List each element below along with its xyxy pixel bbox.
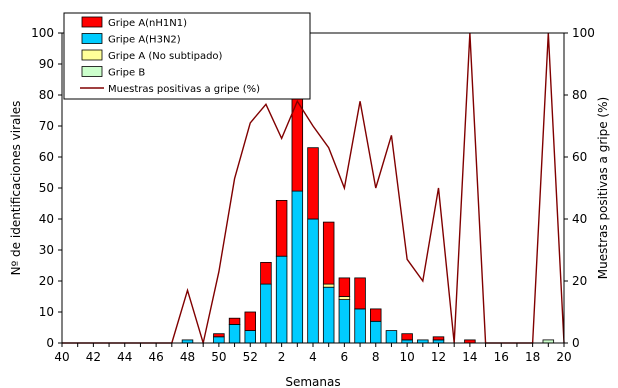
legend-label: Muestras positivas a gripe (%)	[108, 84, 260, 95]
bar	[370, 320, 382, 344]
x-tick-label: 52	[243, 350, 258, 364]
x-tick-label: 42	[86, 350, 101, 364]
y-tick-label: 100	[31, 26, 54, 40]
legend-label: Gripe A (No subtipado)	[108, 51, 223, 62]
x-tick-label: 4	[309, 350, 317, 364]
bar	[338, 299, 351, 344]
legend-swatch	[81, 16, 103, 28]
x-tick-label: 2	[278, 350, 286, 364]
y-axis-title: Nº de identificaciones virales	[9, 101, 23, 276]
bar	[260, 261, 272, 285]
y-tick-label: 30	[39, 243, 54, 257]
x-tick-label: 14	[462, 350, 477, 364]
y2-tick-label: 60	[572, 150, 587, 164]
x-tick-label: 48	[180, 350, 195, 364]
legend-swatch	[81, 33, 103, 44]
y-tick-label: 80	[39, 88, 54, 102]
legend-label: Gripe B	[108, 68, 145, 79]
y-tick-label: 0	[46, 336, 54, 350]
bar	[307, 218, 319, 344]
y2-tick-label: 0	[572, 336, 580, 350]
bar	[228, 323, 241, 344]
legend: Gripe A(nH1N1) Gripe A(H3N2) Gripe A (No s…	[63, 12, 311, 100]
x-tick-label: 44	[117, 350, 132, 364]
x-tick-label: 8	[372, 350, 380, 364]
bar	[432, 336, 445, 341]
x-tick-label: 40	[54, 350, 69, 364]
bar	[338, 296, 351, 300]
y2-tick-label: 40	[572, 212, 587, 226]
bar	[322, 283, 335, 288]
bar	[354, 308, 366, 344]
y2-tick-label: 80	[572, 88, 587, 102]
bar	[213, 333, 225, 338]
legend-swatch	[81, 49, 103, 61]
legend-swatch	[81, 66, 103, 77]
x-tick-label: 12	[431, 350, 446, 364]
x-tick-label: 16	[494, 350, 509, 364]
bar	[228, 317, 241, 325]
bar	[354, 277, 366, 310]
bar	[244, 330, 256, 344]
bar	[401, 333, 413, 341]
bar	[275, 255, 288, 344]
bar	[275, 199, 288, 257]
y-tick-label: 10	[39, 305, 54, 319]
bar	[291, 190, 304, 344]
y-tick-label: 90	[39, 57, 54, 71]
y2-tick-label: 20	[572, 274, 587, 288]
bar	[260, 283, 272, 344]
y2-tick-label: 100	[572, 26, 595, 40]
y2-axis-title: Muestras positivas a gripe (%)	[596, 97, 610, 279]
bar	[338, 277, 351, 297]
x-tick-label: 20	[556, 350, 571, 364]
x-tick-label: 50	[211, 350, 226, 364]
legend-box	[63, 12, 311, 100]
x-tick-label: 10	[399, 350, 414, 364]
y-tick-label: 50	[39, 181, 54, 195]
bar	[213, 336, 225, 344]
y-tick-label: 60	[39, 150, 54, 164]
bar	[385, 330, 398, 344]
bar	[322, 221, 335, 285]
x-tick-label: 46	[148, 350, 163, 364]
bar	[244, 311, 256, 332]
legend-label: Gripe A(H3N2)	[108, 35, 181, 46]
bar	[370, 308, 382, 322]
bar	[322, 286, 335, 344]
y-tick-label: 20	[39, 274, 54, 288]
bar	[307, 147, 319, 220]
x-tick-label: 6	[341, 350, 349, 364]
y-tick-label: 40	[39, 212, 54, 226]
x-axis-title: Semanas	[285, 375, 340, 388]
legend-label: Gripe A(nH1N1)	[108, 18, 187, 29]
y-tick-label: 70	[39, 119, 54, 133]
x-tick-label: 18	[525, 350, 540, 364]
